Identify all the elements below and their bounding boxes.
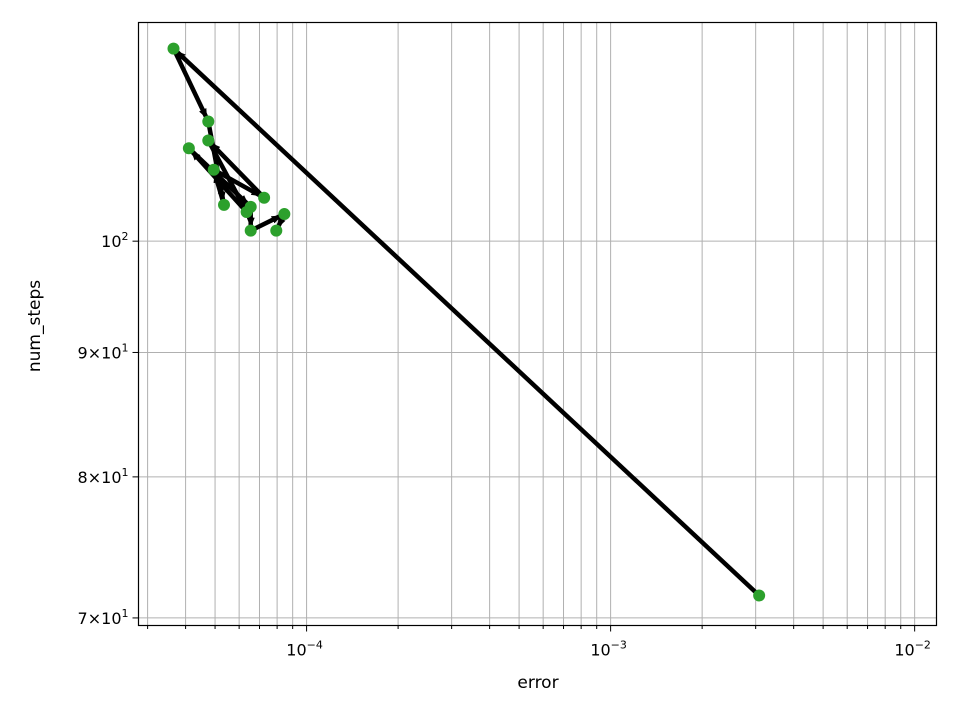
point-series — [167, 42, 766, 602]
trajectory-arrow — [209, 141, 266, 200]
data-point — [182, 142, 195, 155]
x-tick-label: 10−4 — [286, 639, 323, 660]
trajectory-arrow — [212, 167, 262, 198]
y-tick-label: 7×101 — [78, 607, 129, 628]
y-tick-label: 8×101 — [78, 466, 129, 487]
x-tick-label: 10−3 — [590, 639, 627, 660]
data-point — [217, 198, 230, 211]
trajectory-arrow — [174, 49, 761, 598]
data-point — [753, 589, 766, 602]
grid-lines — [138, 22, 937, 626]
y-tick-label: 9×101 — [78, 341, 129, 362]
axis-ticks: 7×101 8×101 9×101 102 10−4 10−3 10−2 — [78, 230, 931, 659]
data-point — [258, 191, 271, 204]
plot-frame — [137, 21, 938, 627]
arrow-series — [171, 47, 761, 598]
data-point — [207, 163, 220, 176]
data-point — [167, 42, 180, 55]
data-point — [244, 200, 257, 213]
data-point — [278, 208, 291, 221]
x-tick-label: 10−2 — [894, 639, 931, 660]
data-point — [202, 134, 215, 147]
trajectory-arrow — [171, 47, 209, 119]
y-axis-label: num_steps — [25, 280, 45, 372]
y-tick-label: 102 — [101, 230, 128, 251]
data-point — [202, 115, 215, 128]
data-point — [270, 224, 283, 237]
data-point — [244, 224, 257, 237]
x-axis-label: error — [517, 673, 558, 693]
trajectory-arrow — [187, 146, 250, 206]
